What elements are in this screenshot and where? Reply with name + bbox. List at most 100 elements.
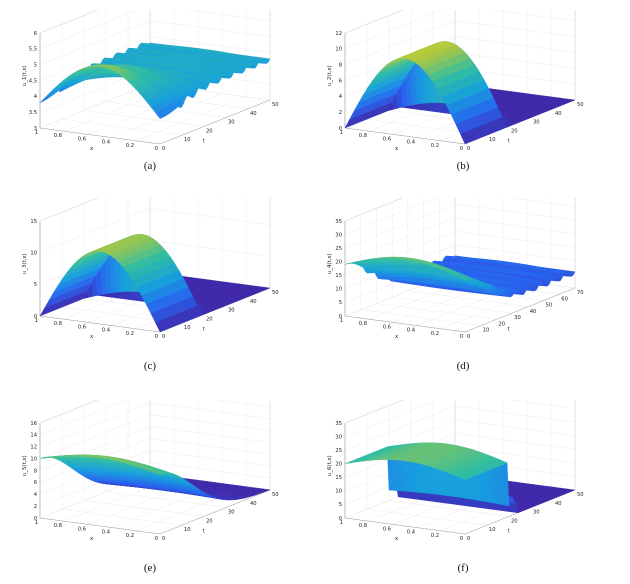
x-axis-label: x: [395, 536, 399, 540]
surface-e: [39, 454, 271, 501]
z-tick-label: 15: [335, 273, 342, 279]
t-tick-label: 50: [272, 290, 279, 296]
caption-a: (a): [143, 160, 157, 172]
t-axis-label: t: [203, 529, 205, 535]
t-tick-label: 40: [250, 299, 257, 305]
t-tick-label: 30: [533, 120, 540, 126]
z-axis-label: u_3(t,x): [22, 253, 28, 274]
panel-c: 0 5 10 15 0 10 20 30 40 50 0 0.2 0.4 0.6 0.8 1 u_3(t,x) x…: [20, 198, 290, 338]
z-tick-label: 0: [34, 314, 37, 320]
t-tick-label: 50: [272, 102, 279, 108]
z-tick-label: 30: [335, 232, 342, 238]
x-tick-label: 0.4: [407, 140, 416, 146]
x-axis-label: x: [90, 146, 94, 150]
t-tick-label: 30: [228, 510, 235, 516]
axes-box-d: [344, 198, 576, 333]
x-tick-label: 0.6: [78, 526, 86, 532]
x-tick-label: 0: [155, 146, 158, 150]
z-tick-label: 35: [335, 421, 342, 427]
z-tick-label: 3.5: [29, 110, 37, 116]
x-tick-label: 0.6: [78, 324, 86, 330]
z-tick-label: 6: [339, 78, 342, 84]
panel-e: 0 2 4 6 8 10 12 14 16 0 10 20 30 40 50 0 0.2 0.4 0.6 0.8 1 u_…: [20, 400, 290, 540]
t-tick-label: 40: [530, 309, 537, 315]
t-tick-label: 30: [533, 510, 540, 516]
x-tick-label: 0.8: [54, 321, 62, 327]
x-tick-label: 0.8: [359, 321, 367, 327]
t-tick-label: 20: [206, 128, 213, 134]
t-tick-label: 50: [577, 102, 584, 108]
t-axis-label: t: [203, 139, 205, 145]
z-tick-label: 0: [34, 516, 37, 522]
t-tick-label: 30: [228, 308, 235, 314]
caption-e: (e): [143, 562, 157, 574]
z-axis-label: u_4(t,x): [327, 253, 333, 274]
t-tick-label: 40: [555, 501, 562, 507]
z-tick-label: 4.5: [29, 78, 37, 84]
t-tick-label: 0: [467, 334, 470, 338]
z-tick-label: 5: [339, 300, 342, 306]
x-tick-label: 0: [155, 536, 158, 540]
t-tick-label: 10: [184, 137, 191, 143]
t-tick-label: 20: [206, 316, 213, 322]
z-tick-label: 15: [335, 475, 342, 481]
x-tick-label: 0.4: [102, 328, 111, 334]
z-tick-label: 5: [339, 502, 342, 508]
t-tick-label: 30: [228, 120, 235, 126]
x-tick-label: 0.8: [359, 133, 367, 139]
surface-plot-c: 0 5 10 15 0 10 20 30 40 50 0 0.2 0.4 0.6 0.8 1 u_3(t,x)x…: [22, 198, 279, 338]
surface-f: [344, 442, 576, 513]
caption-f: (f): [457, 562, 469, 574]
x-tick-label: 0.4: [102, 530, 111, 536]
surface-d: [344, 255, 576, 298]
x-tick-label: 0.2: [126, 143, 134, 149]
surface-plot-b: 0 2 4 6 8 10 12 0 10 20 30 40 50 0 0.2 0.4 0.6 0.8 1 u_2(t,…: [327, 10, 584, 150]
z-tick-label: 5.5: [29, 47, 37, 53]
z-axis-label: u_6(t,x): [327, 455, 333, 476]
t-tick-label: 0: [162, 536, 165, 540]
x-tick-label: 0: [460, 536, 463, 540]
x-tick-label: 0.8: [54, 133, 62, 139]
t-tick-label: 0: [467, 536, 470, 540]
x-tick-label: 0.2: [431, 331, 439, 337]
x-tick-label: 0: [460, 146, 463, 150]
t-tick-label: 0: [162, 146, 165, 150]
t-tick-label: 20: [511, 128, 518, 134]
z-tick-label: 10: [30, 456, 37, 462]
panel-b: 0 2 4 6 8 10 12 0 10 20 30 40 50 0 0.2 0.4 0.6 0.8 1 u_2(t,…: [325, 10, 595, 150]
surface-c: [39, 234, 271, 333]
z-axis-label: u_1(t,x): [22, 65, 28, 86]
x-axis-label: x: [90, 536, 94, 540]
t-tick-label: 60: [561, 296, 568, 302]
surface-plot-f: 0 5 10 15 20 25 30 35 0 10 20 30 40 50 0 0.2 0.4 0.6 0.8 1 u…: [327, 400, 584, 540]
t-axis-label: t: [508, 139, 510, 145]
t-tick-label: 0: [467, 146, 470, 150]
t-tick-label: 20: [206, 518, 213, 524]
z-tick-label: 6: [34, 480, 37, 486]
z-tick-label: 10: [335, 47, 342, 53]
caption-b: (b): [456, 160, 470, 172]
t-tick-label: 50: [546, 303, 553, 309]
z-tick-label: 2: [34, 504, 37, 510]
x-axis-label: x: [90, 334, 94, 338]
t-tick-label: 40: [555, 111, 562, 117]
x-tick-label: 1: [340, 318, 343, 324]
t-tick-label: 20: [511, 518, 518, 524]
z-axis-label: u_2(t,x): [327, 65, 333, 86]
t-tick-label: 10: [184, 325, 191, 331]
x-tick-label: 1: [35, 520, 38, 526]
t-tick-label: 40: [250, 111, 257, 117]
t-axis-label: t: [508, 327, 510, 333]
surface-plot-a: 3 3.5 4 4.5 5 5.5 6 0 10 20 30 40 50 0 0.2 0.4 0.6 0.8 1 u_…: [22, 10, 279, 150]
z-tick-label: 30: [335, 434, 342, 440]
z-tick-label: 0: [339, 314, 342, 320]
t-tick-label: 70: [577, 290, 584, 296]
z-tick-label: 3: [34, 126, 37, 132]
z-tick-label: 16: [30, 421, 37, 427]
z-tick-label: 12: [30, 445, 37, 451]
x-tick-label: 0.6: [383, 526, 391, 532]
z-tick-label: 4: [339, 94, 343, 100]
x-axis-label: x: [395, 334, 399, 338]
t-tick-label: 10: [489, 527, 496, 533]
x-tick-label: 0.8: [359, 523, 367, 529]
